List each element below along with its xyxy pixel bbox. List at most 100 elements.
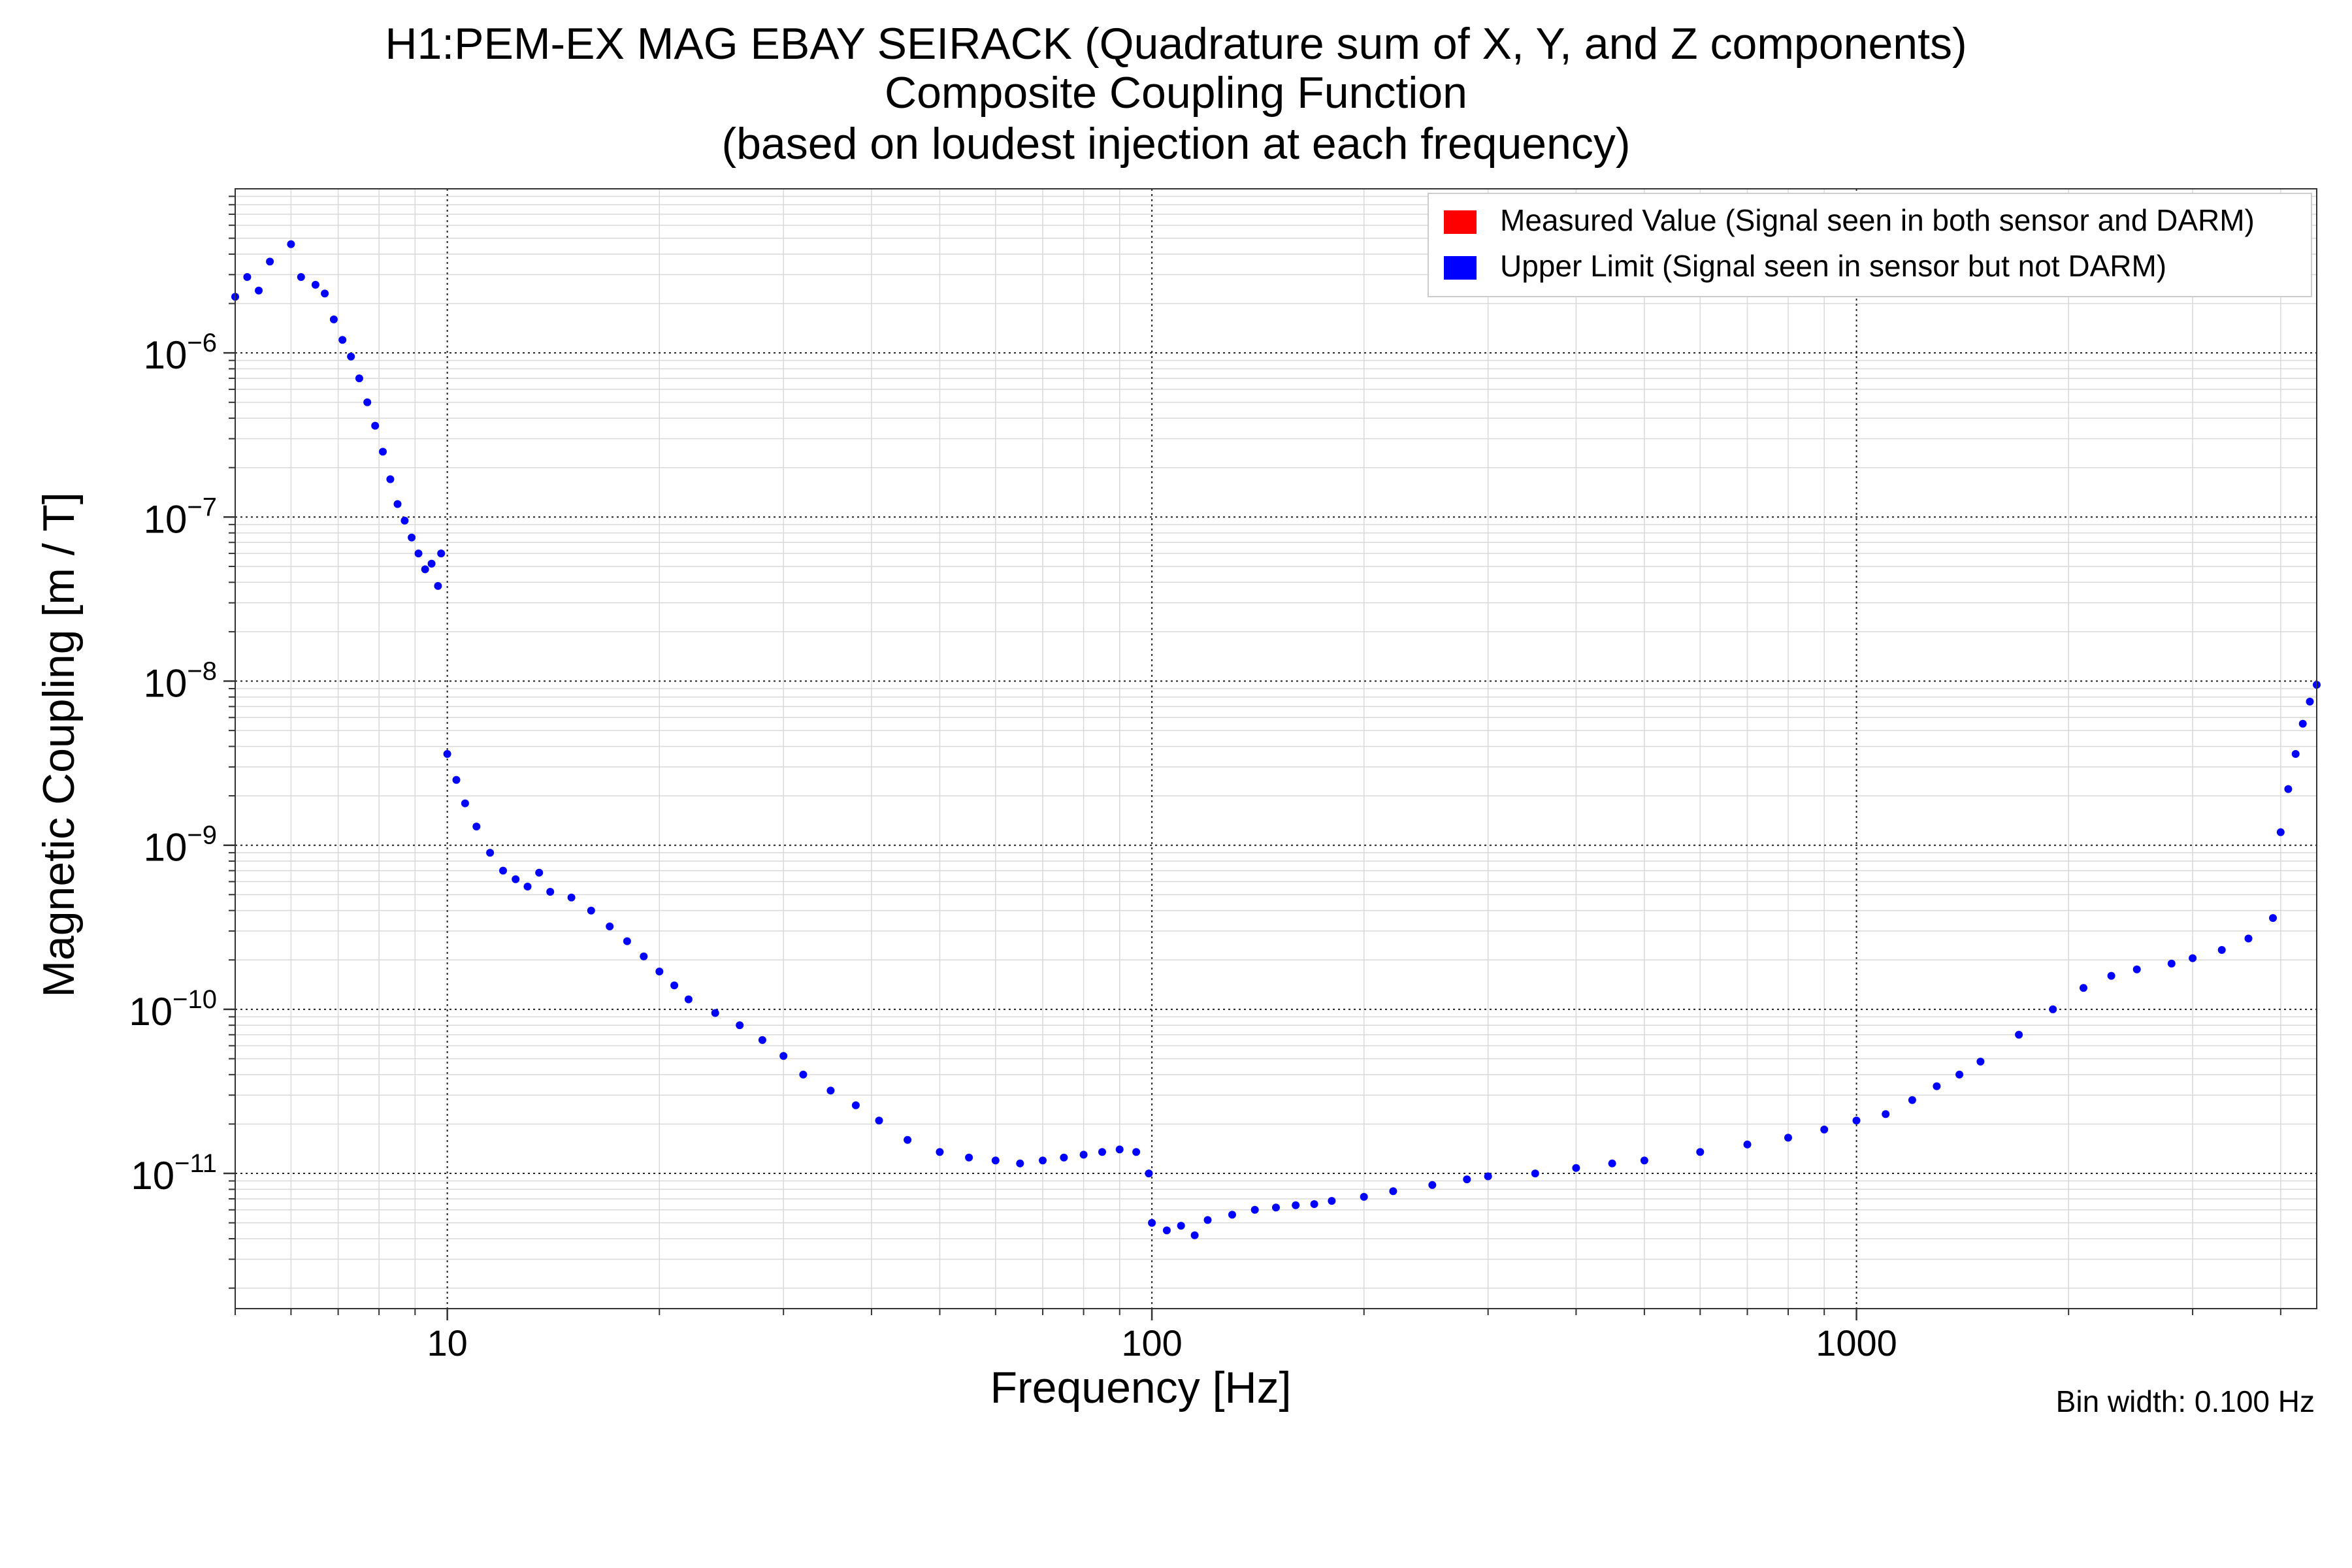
data-point [379, 448, 387, 456]
legend-box [1428, 193, 2312, 297]
y-tick-label: 10−11 [131, 1149, 217, 1198]
data-point [2189, 954, 2197, 962]
data-point [736, 1021, 744, 1030]
y-tick-label: 10−8 [144, 657, 217, 706]
data-point [991, 1156, 1000, 1165]
data-point [512, 875, 520, 883]
data-point [338, 336, 347, 344]
legend-swatch [1444, 210, 1477, 234]
data-point [2291, 750, 2300, 758]
data-point [2306, 697, 2314, 706]
data-point [400, 516, 409, 525]
y-axis-label: Magnetic Coupling [m / T] [34, 492, 84, 998]
data-point [311, 280, 319, 289]
data-point [355, 374, 363, 383]
data-point [1060, 1153, 1068, 1162]
x-axis-label: Frequency [Hz] [990, 1363, 1292, 1413]
data-points [231, 240, 2321, 1239]
data-point [965, 1153, 973, 1162]
data-point [2167, 959, 2176, 968]
x-tick-label: 1000 [1816, 1322, 1897, 1364]
data-point [1572, 1164, 1580, 1172]
x-tick-label: 10 [427, 1322, 467, 1364]
data-point [1203, 1216, 1212, 1224]
data-point [437, 549, 446, 558]
data-point [1428, 1181, 1437, 1189]
data-point [1250, 1205, 1259, 1214]
data-point [640, 952, 648, 960]
data-point [1531, 1169, 1539, 1178]
data-point [1328, 1197, 1336, 1205]
data-point [936, 1148, 944, 1156]
data-point [799, 1070, 808, 1079]
data-point [427, 559, 436, 568]
grid-minor [235, 189, 2317, 1309]
data-point [535, 868, 544, 877]
data-point [875, 1117, 883, 1125]
data-point [655, 968, 664, 975]
data-point [434, 581, 442, 590]
data-point [1310, 1200, 1318, 1208]
data-point [1190, 1231, 1199, 1239]
data-point [2107, 972, 2115, 980]
data-point [2132, 965, 2141, 973]
data-point [1696, 1148, 1705, 1156]
data-point [363, 398, 372, 406]
bin-width-note: Bin width: 0.100 Hz [2055, 1384, 2315, 1418]
y-axis-ticks: 10−6 10−7 10−8 10−9 10−10 10−11 [129, 195, 235, 1289]
data-point [386, 475, 395, 483]
data-point [758, 1036, 766, 1044]
data-point [1132, 1148, 1141, 1156]
legend-swatch [1444, 256, 1477, 280]
data-point [1463, 1175, 1471, 1184]
data-point [1145, 1169, 1153, 1178]
data-point [371, 421, 380, 430]
data-point [587, 906, 595, 915]
data-point [1908, 1096, 1916, 1104]
data-point [255, 286, 263, 295]
data-point [2298, 719, 2307, 728]
data-point [266, 257, 274, 266]
data-point [684, 995, 693, 1004]
data-point [1820, 1125, 1829, 1134]
data-point [1162, 1226, 1171, 1235]
data-point [1389, 1187, 1397, 1196]
data-point [1955, 1070, 1964, 1079]
data-point [1177, 1222, 1185, 1230]
data-point [2244, 934, 2253, 943]
data-point [321, 289, 329, 298]
data-point [2015, 1030, 2023, 1039]
chart-title-line-1: H1:PEM-EX MAG EBAY SEIRACK (Quadrature s… [385, 19, 1967, 69]
data-point [1976, 1057, 1985, 1066]
x-tick-label: 100 [1121, 1322, 1182, 1364]
legend-label: Upper Limit (Signal seen in sensor but n… [1500, 249, 2166, 283]
data-point [2284, 785, 2293, 793]
grid-major [235, 189, 2317, 1309]
data-point [779, 1052, 788, 1060]
data-point [623, 937, 631, 945]
y-tick-label: 10−10 [129, 985, 217, 1034]
data-point [1228, 1211, 1236, 1219]
data-point [1079, 1151, 1088, 1159]
data-point [461, 799, 469, 808]
data-point [472, 823, 481, 831]
data-point [1098, 1148, 1106, 1156]
x-axis-ticks: 10 100 1000 [235, 1309, 2281, 1364]
data-point [670, 981, 679, 990]
data-point [499, 866, 507, 875]
data-point [711, 1009, 719, 1017]
data-point [421, 565, 429, 574]
data-point [826, 1086, 835, 1095]
data-point [347, 352, 355, 361]
data-point [851, 1101, 860, 1109]
y-tick-label: 10−9 [144, 821, 217, 870]
data-point [546, 888, 555, 896]
data-point [1784, 1134, 1792, 1142]
data-point [1039, 1156, 1047, 1165]
data-point [1292, 1201, 1300, 1209]
data-point [443, 750, 451, 758]
data-point [393, 500, 402, 508]
plot-frame [235, 188, 2317, 1309]
data-point [567, 893, 576, 902]
